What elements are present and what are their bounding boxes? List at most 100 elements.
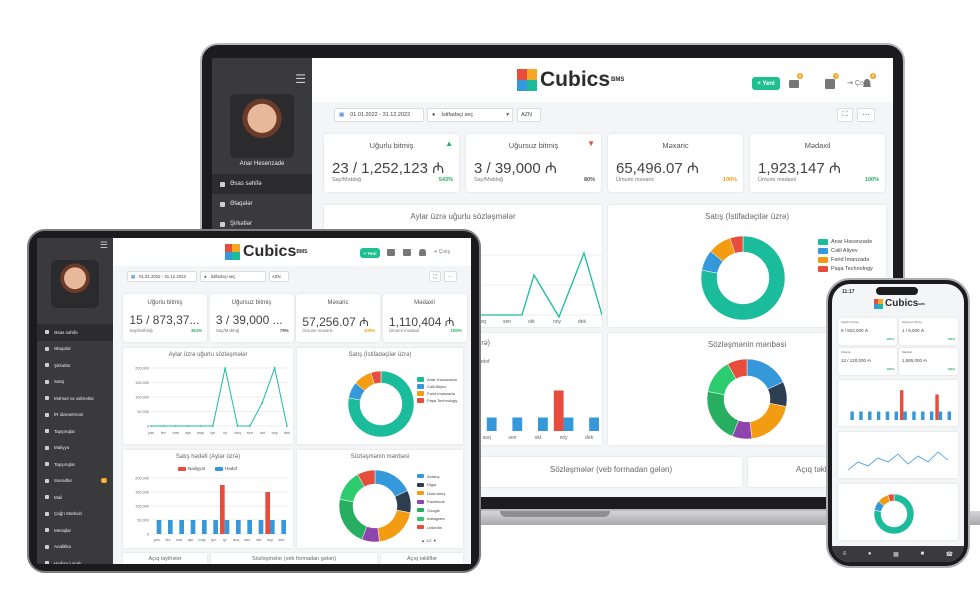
camera-icon[interactable]: ■ xyxy=(920,551,925,557)
tasks-icon[interactable]: 0 xyxy=(824,73,840,89)
sidebar-item[interactable]: Əlaqələr xyxy=(212,194,312,214)
sidebar-item[interactable]: Maliyyə xyxy=(37,440,113,457)
data-point[interactable] xyxy=(224,367,227,369)
sidebar-item[interactable]: Çağrı Mərkəzi xyxy=(37,506,113,523)
data-point[interactable] xyxy=(249,425,251,427)
tasks-icon[interactable] xyxy=(403,249,411,256)
bar-target[interactable] xyxy=(876,411,881,421)
currency-select[interactable]: AZN xyxy=(269,271,289,282)
bar-target[interactable] xyxy=(281,520,286,534)
bar-target[interactable] xyxy=(179,520,184,534)
donut-slice[interactable] xyxy=(377,509,411,542)
sidebar-item[interactable]: Şirkətlər xyxy=(212,214,312,234)
bar-actual[interactable] xyxy=(553,390,564,432)
legend-item[interactable]: Fərid İmanzadə xyxy=(417,390,457,397)
notes-icon[interactable] xyxy=(387,249,395,256)
data-point[interactable] xyxy=(211,425,214,427)
bar-target[interactable] xyxy=(224,520,230,534)
notes-icon[interactable]: 0 xyxy=(788,73,803,89)
legend-item[interactable]: Google xyxy=(417,506,445,515)
bar-target[interactable] xyxy=(859,411,863,421)
bar-actual[interactable] xyxy=(265,492,270,534)
sidebar-item[interactable]: İR idarəetməsi xyxy=(37,407,113,424)
fullscreen-icon[interactable]: ⛶ xyxy=(837,108,853,122)
bell-icon[interactable] xyxy=(419,249,426,256)
fullscreen-icon[interactable]: ⛶ xyxy=(429,271,441,282)
sidebar-item[interactable]: Tapşırıqlar xyxy=(37,456,113,473)
legend-item[interactable]: Instagram xyxy=(417,515,445,524)
legend-item[interactable]: Axtarış xyxy=(417,472,445,481)
legend-item[interactable]: Anar Həsənzadə xyxy=(417,376,457,383)
bar-target[interactable] xyxy=(921,411,925,421)
bar-target[interactable] xyxy=(486,417,497,432)
donut-slice[interactable] xyxy=(700,235,786,321)
bar-target[interactable] xyxy=(850,411,854,421)
data-point[interactable] xyxy=(199,425,202,427)
donut-slice[interactable] xyxy=(357,469,376,488)
donut-slice[interactable] xyxy=(727,358,748,380)
donut-slice[interactable] xyxy=(706,391,739,437)
data-point[interactable] xyxy=(286,425,288,427)
donut-slice[interactable] xyxy=(347,370,415,438)
sidebar-item[interactable]: Satış xyxy=(37,374,113,391)
donut-slice[interactable] xyxy=(338,498,368,540)
data-point[interactable] xyxy=(150,425,152,427)
legend-item[interactable]: Paşa Technology xyxy=(818,264,873,273)
data-point[interactable] xyxy=(273,367,276,369)
grid-icon[interactable]: ▦ xyxy=(893,551,899,558)
bar-target[interactable] xyxy=(538,417,548,432)
more-icon[interactable]: ⋯ xyxy=(444,271,457,282)
user-select[interactable]: ● İstifadəçi seç xyxy=(200,271,266,282)
bar-target[interactable] xyxy=(270,520,275,534)
legend-item[interactable]: Paşa Technology xyxy=(417,397,457,404)
bar-target[interactable] xyxy=(947,411,951,421)
exit-link[interactable]: ⇥ Çıxış xyxy=(847,80,871,87)
sidebar-item[interactable]: Əsas səhifə xyxy=(212,174,312,194)
menu-icon[interactable]: ☰ xyxy=(295,72,306,86)
donut-slice[interactable] xyxy=(873,493,915,535)
bar-target[interactable] xyxy=(156,520,162,534)
bar-actual[interactable] xyxy=(900,390,904,420)
sidebar-item[interactable]: Əsas səhifə xyxy=(37,324,113,341)
donut-slice[interactable] xyxy=(374,469,408,497)
data-point[interactable] xyxy=(174,425,177,427)
sidebar-item[interactable]: Analitika xyxy=(37,539,113,556)
sidebar-item[interactable]: Mail xyxy=(37,489,113,506)
legend-item[interactable]: Facebook xyxy=(417,498,445,507)
date-range-filter[interactable]: ▦ 01.01.2022 - 31.12.2022 xyxy=(127,271,197,282)
donut-slice[interactable] xyxy=(370,370,382,385)
donut-slice[interactable] xyxy=(887,493,895,502)
date-range-filter[interactable]: ▦ 01.01.2022 - 31.12.2022 xyxy=(334,108,424,122)
bar-target[interactable] xyxy=(236,520,241,534)
data-point[interactable] xyxy=(261,401,264,404)
currency-select[interactable]: AZN xyxy=(517,108,541,122)
bar-target[interactable] xyxy=(894,411,898,421)
donut-slice[interactable] xyxy=(729,235,744,254)
phone-icon[interactable]: ☎ xyxy=(945,551,954,558)
data-point[interactable] xyxy=(162,425,165,427)
bar-target[interactable] xyxy=(258,520,264,534)
bar-target[interactable] xyxy=(868,411,872,421)
bar-actual[interactable] xyxy=(220,485,225,534)
bar-target[interactable] xyxy=(903,411,907,421)
legend-item[interactable]: Cəlil Aliyev xyxy=(417,383,457,390)
sidebar-item[interactable]: Hadisə jurnalı xyxy=(37,555,113,564)
bar-target[interactable] xyxy=(885,411,890,421)
bar-target[interactable] xyxy=(213,520,218,534)
bar-target[interactable] xyxy=(938,411,943,421)
bar-target[interactable] xyxy=(190,520,196,534)
legend-item[interactable]: Anar Həsənzadə xyxy=(818,237,873,246)
legend-item[interactable]: Dost-tanış xyxy=(417,489,445,498)
sidebar-item[interactable]: Sənədlər 1 xyxy=(37,473,113,490)
new-button[interactable]: + Yeni xyxy=(752,77,780,90)
bar-actual[interactable] xyxy=(935,394,939,421)
bar-target[interactable] xyxy=(247,520,252,534)
data-point[interactable] xyxy=(187,425,189,427)
new-button[interactable]: + Yeni xyxy=(360,248,380,258)
bar-target[interactable] xyxy=(929,411,934,421)
more-icon[interactable]: ⋯ xyxy=(857,108,875,122)
exit-link[interactable]: ⇥ Çıxış xyxy=(433,249,450,255)
data-point[interactable] xyxy=(236,425,239,427)
legend-item[interactable]: LinkedIn xyxy=(417,523,445,532)
bar-target[interactable] xyxy=(512,417,523,432)
